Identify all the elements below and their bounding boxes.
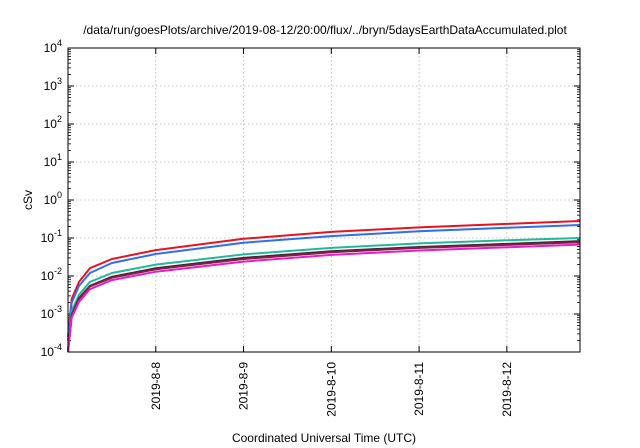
x-tick-label: 2019-8-11	[412, 362, 426, 416]
y-tick-label: 10-4	[41, 342, 62, 359]
y-tick-label: 103	[44, 76, 62, 93]
x-tick-label: 2019-8-12	[500, 362, 514, 417]
series-line-3	[67, 237, 581, 350]
y-tick-label: 10-2	[41, 266, 62, 283]
series-line-2	[67, 224, 581, 341]
y-axis-label: cSv	[21, 190, 35, 210]
series-line-4	[67, 240, 581, 353]
y-tick-label: 104	[44, 38, 62, 55]
x-tick-label: 2019-8-10	[324, 362, 338, 417]
series-line-5	[67, 241, 581, 353]
axis-ticks: 10-4 10-3 10-2 10-1 100 101 102 103 104 2019-8-8 2…	[41, 38, 580, 417]
series-line-1	[67, 220, 581, 337]
x-axis-label: Coordinated Universal Time (UTC)	[232, 431, 416, 445]
series-lines	[67, 220, 581, 353]
y-tick-label: 10-3	[41, 304, 62, 321]
y-tick-label: 102	[44, 114, 62, 131]
y-tick-label: 10-1	[41, 228, 62, 245]
series-line-6	[67, 243, 581, 353]
y-tick-label: 100	[44, 190, 62, 207]
grid	[68, 48, 580, 352]
x-tick-label: 2019-8-8	[149, 362, 163, 410]
plot-border	[67, 47, 581, 353]
chart-title: /data/run/goesPlots/archive/2019-08-12/2…	[83, 23, 567, 37]
y-tick-label: 101	[44, 152, 62, 169]
x-tick-label: 2019-8-9	[237, 362, 251, 410]
